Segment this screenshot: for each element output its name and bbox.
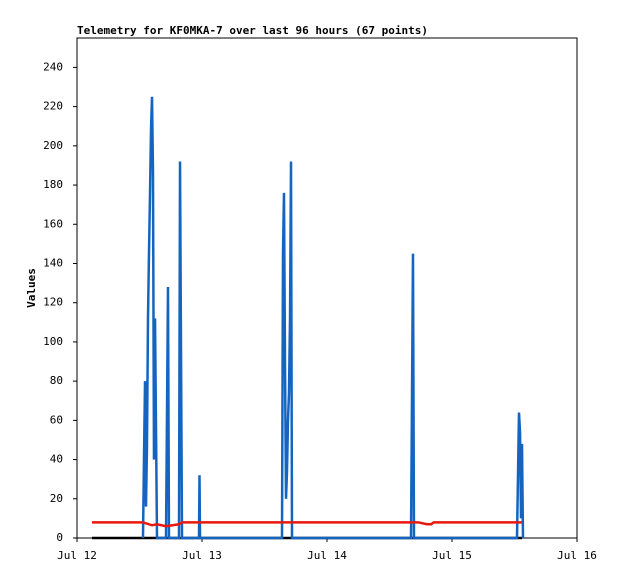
- series-line: [92, 521, 522, 528]
- y-tick-label: 100: [43, 335, 63, 348]
- chart-title: Telemetry for KF0MKA-7 over last 96 hour…: [77, 24, 428, 37]
- x-tick-label: Jul 13: [182, 549, 222, 562]
- y-axis-label: Values: [25, 268, 38, 308]
- y-tick-label: 200: [43, 139, 63, 152]
- y-tick-label: 80: [50, 374, 63, 387]
- x-tick-label: Jul 16: [557, 549, 597, 562]
- y-tick-label: 60: [50, 413, 63, 426]
- y-tick-label: 120: [43, 296, 63, 309]
- y-tick-label: 240: [43, 60, 63, 73]
- y-tick-label: 0: [56, 531, 63, 544]
- y-tick-label: 140: [43, 256, 63, 269]
- x-tick-label: Jul 15: [432, 549, 472, 562]
- y-tick-label: 180: [43, 178, 63, 191]
- y-tick-label: 40: [50, 453, 63, 466]
- y-tick-label: 160: [43, 217, 63, 230]
- x-tick-label: Jul 12: [57, 549, 97, 562]
- series-line: [141, 96, 525, 540]
- y-tick-label: 220: [43, 100, 63, 113]
- x-tick-label: Jul 14: [307, 549, 347, 562]
- y-tick-label: 20: [50, 492, 63, 505]
